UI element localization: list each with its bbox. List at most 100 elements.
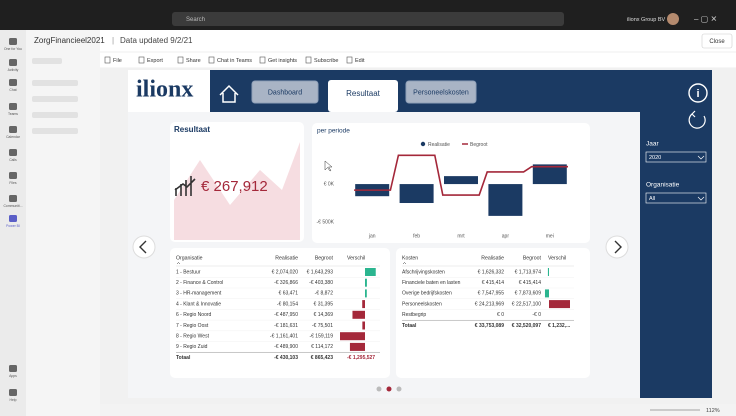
kpi-value: € 267,912	[201, 178, 268, 195]
toolbar-icon[interactable]	[208, 56, 215, 64]
placeholder	[32, 128, 78, 134]
next-arrow	[614, 240, 622, 254]
left-pane	[26, 30, 100, 416]
rail-icon[interactable]	[9, 79, 17, 86]
bar	[532, 164, 567, 185]
rail-label: One for You	[4, 47, 22, 51]
placeholder	[32, 112, 78, 118]
zoom-level: 112%	[706, 408, 720, 414]
sort-indicator	[402, 262, 407, 265]
toolbar-icon[interactable]	[177, 56, 184, 64]
cell: Afschrijvingskosten	[402, 269, 445, 275]
cell: Restbegrip	[402, 312, 426, 318]
filter-dropdown[interactable]	[645, 151, 707, 163]
column-header: Organisatie	[176, 255, 203, 261]
window-controls: – ▢ ✕	[694, 15, 717, 24]
org-name: ilionx Group BV	[627, 17, 666, 23]
info-glyph: i	[696, 88, 699, 100]
cell: -€ 1,161,401	[270, 334, 298, 340]
tab[interactable]	[405, 80, 477, 104]
toolbar-item: Chat in Teams	[217, 58, 252, 64]
legend-swatch	[420, 141, 426, 147]
tab-label: Dashboard	[268, 89, 302, 96]
x-tick-label: jan	[368, 233, 376, 239]
cell: € 22,517,100	[512, 301, 541, 307]
cell: € 415,414	[482, 280, 504, 286]
placeholder	[32, 80, 78, 86]
tab-active[interactable]	[328, 80, 398, 112]
difference-bar	[362, 321, 365, 330]
total-cell: Totaal	[176, 355, 191, 361]
filter-dropdown[interactable]	[645, 192, 707, 204]
rail-icon[interactable]	[9, 149, 17, 156]
tab-label: Personeelskosten	[413, 89, 469, 96]
home-icon[interactable]	[219, 84, 239, 103]
rail-icon[interactable]	[9, 103, 17, 110]
avatar[interactable]	[667, 13, 679, 25]
cell: € 415,414	[519, 280, 541, 286]
rail-label: Chat	[9, 88, 16, 92]
toolbar-icon[interactable]	[259, 56, 266, 64]
rail-label: Apps	[9, 374, 17, 378]
rail-icon[interactable]	[9, 59, 17, 66]
tab-label: Resultaat	[346, 89, 381, 98]
dropdown-chevron	[697, 155, 705, 160]
column-header: Realisatie	[275, 255, 298, 261]
toolbar-icon[interactable]	[346, 56, 353, 64]
cell: 6 - Regio Noord	[176, 312, 212, 318]
column-header: Begroot	[315, 255, 334, 261]
filter-label: Jaar	[646, 141, 659, 148]
toolbar-item: Share	[186, 58, 201, 64]
toolbar-icon[interactable]	[104, 56, 111, 64]
column-header: Verschil	[347, 255, 365, 261]
close-button[interactable]	[701, 33, 733, 49]
logo-area	[128, 70, 210, 112]
rail-label: Communiti...	[3, 204, 22, 208]
table-card	[396, 248, 590, 378]
rail-icon[interactable]	[9, 126, 17, 133]
toolbar-icon[interactable]	[138, 56, 145, 64]
rail-icon[interactable]	[9, 172, 17, 179]
rail-label: Calendar	[6, 135, 21, 139]
next-page[interactable]	[605, 235, 629, 259]
difference-bar	[365, 278, 367, 287]
cell: € 14,369	[314, 312, 334, 318]
rail-icon[interactable]	[9, 195, 17, 202]
page-dot[interactable]	[396, 386, 402, 392]
total-cell: -€ 430,103	[274, 355, 298, 361]
total-cell: Totaal	[402, 323, 417, 329]
kpi-title: Resultaat	[174, 125, 210, 134]
cell: € 114,172	[311, 344, 333, 350]
rail-icon[interactable]	[9, 389, 17, 396]
page-dot-active[interactable]	[386, 386, 392, 392]
tab[interactable]	[251, 80, 319, 104]
search-box[interactable]	[172, 12, 564, 26]
legend-label: Begroot	[470, 142, 488, 148]
bar	[399, 184, 434, 204]
difference-bar	[544, 289, 549, 298]
dropdown-chevron	[697, 196, 705, 201]
cell: -€ 75,501	[312, 323, 333, 329]
toolbar-icon[interactable]	[305, 56, 312, 64]
difference-bar	[362, 300, 365, 309]
bar	[444, 176, 478, 185]
sort-indicator	[176, 262, 181, 265]
line	[354, 154, 568, 196]
rail-icon[interactable]	[9, 365, 17, 372]
cell: 4 - Klant & Innovatie	[176, 301, 221, 307]
page-dot[interactable]	[376, 386, 382, 392]
rail-label: Help	[10, 398, 17, 402]
cell: 2 - Finance & Control	[176, 280, 223, 286]
report-title: ZorgFinancieel2021	[34, 36, 105, 45]
rail-icon[interactable]	[9, 215, 17, 222]
prev-page[interactable]	[132, 235, 156, 259]
reset-icon[interactable]	[688, 110, 706, 129]
data-updated[interactable]: Data updated 9/2/21	[120, 36, 193, 45]
info-icon[interactable]	[688, 83, 708, 103]
rail-icon[interactable]	[9, 38, 17, 45]
separator: |	[112, 36, 114, 45]
cell: -€ 0	[532, 312, 541, 318]
column-header: Begroot	[523, 255, 542, 261]
rail-label: Teams	[8, 112, 18, 116]
